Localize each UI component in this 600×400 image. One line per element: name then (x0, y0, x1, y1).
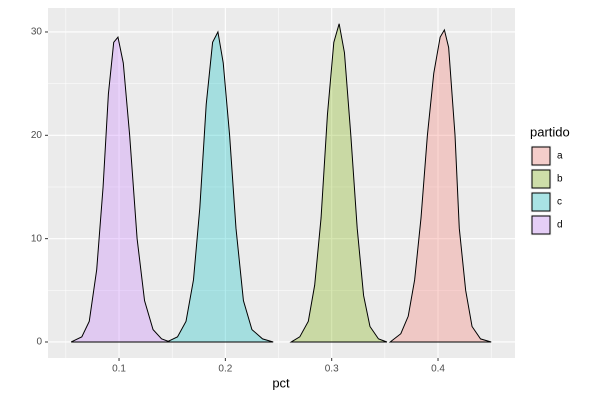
legend-key-bg (529, 144, 553, 168)
x-tick-label: 0.2 (218, 364, 232, 375)
x-tick-label: 0.4 (431, 364, 445, 375)
x-tick-label: 0.3 (325, 364, 339, 375)
density-area (166, 30, 274, 343)
y-tick-label: 30 (31, 27, 43, 38)
legend-key-bg (529, 213, 553, 237)
legend-label: b (557, 174, 563, 185)
legend-key (531, 146, 551, 166)
legend-label: a (557, 151, 563, 162)
y-tick-label: 0 (36, 337, 42, 348)
x-tick-label: 0.1 (112, 364, 126, 375)
legend-key-bg (529, 167, 553, 191)
legend-title: partido (530, 124, 570, 139)
panel (48, 8, 515, 358)
density-area (289, 23, 388, 343)
legend-key-bg (529, 190, 553, 214)
legend-key (531, 169, 551, 189)
legend-label: d (557, 220, 563, 231)
x-axis-label: pct (272, 375, 290, 390)
y-tick-label: 20 (31, 130, 43, 141)
legend-key (531, 192, 551, 212)
legend-label: c (557, 197, 562, 208)
legend-key (531, 215, 551, 235)
density-area (70, 36, 171, 343)
density-area (388, 28, 492, 343)
y-tick-label: 10 (31, 233, 43, 244)
